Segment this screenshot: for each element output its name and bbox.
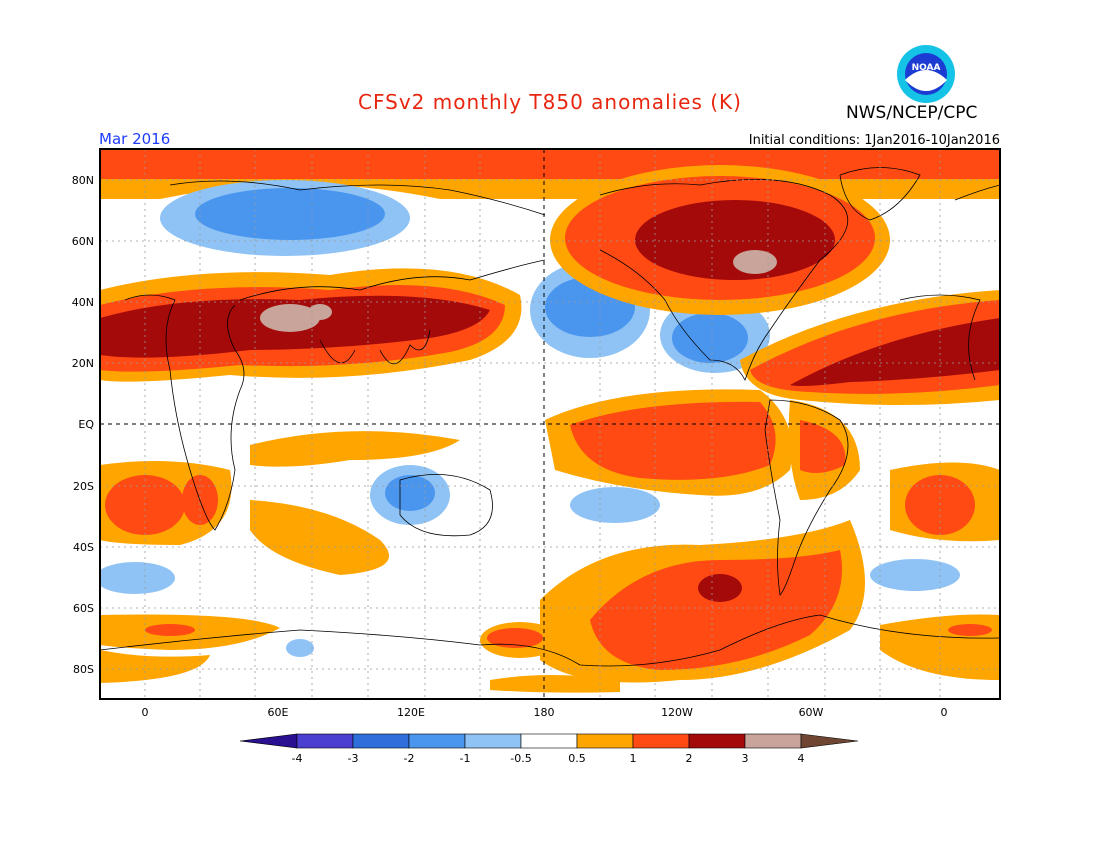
epacific-warm (570, 401, 776, 480)
coast-greenland (839, 167, 921, 221)
spacific-cool-area (570, 487, 660, 523)
lat-label: 80S (73, 663, 94, 676)
colorbar-bin (632, 733, 690, 749)
lat-label: EQ (78, 418, 94, 431)
south-atlantic-cool-left (100, 562, 175, 594)
colorbar-label: 2 (685, 752, 693, 765)
siberia-cold-core (195, 188, 385, 240)
map-frame (99, 148, 1001, 700)
australia-cold-core (385, 475, 435, 511)
lon-label: 0 (141, 706, 149, 719)
lat-label: 80N (71, 174, 94, 187)
colorbar-bin (744, 733, 802, 749)
south-atlantic-cool-right (870, 559, 960, 591)
lat-label: 40N (71, 296, 94, 309)
colorbar-bin (296, 733, 354, 749)
svg-text:NOAA: NOAA (912, 63, 941, 73)
coast-north-asia (169, 180, 546, 216)
initial-conditions-label: Initial conditions: 1Jan2016-10Jan2016 (748, 133, 1000, 148)
colorbar-bin (352, 733, 410, 749)
coast-europe-africa (124, 294, 245, 531)
colorbar-arrow-left (239, 733, 298, 749)
antarctic-bottom-warm (490, 675, 620, 693)
lat-label: 60S (73, 602, 94, 615)
samerica-warm (800, 420, 846, 474)
colorbar-label: 3 (741, 752, 749, 765)
lon-label: 0 (940, 706, 948, 719)
lon-label: 60E (267, 706, 289, 719)
antarctic-warm-bottom-left (100, 650, 210, 683)
colorbar-label: -3 (347, 752, 359, 765)
agency-label: NWS/NCEP/CPC (846, 103, 978, 123)
coast-right-europe (899, 184, 1000, 381)
lat-label: 20N (71, 357, 94, 370)
colorbar-arrow-right (800, 733, 859, 749)
reference-lines (100, 149, 1000, 699)
lon-label: 60W (798, 706, 824, 719)
canada-warm-extreme (733, 250, 777, 274)
lat-label: 20S (73, 480, 94, 493)
lon-label: 120W (661, 706, 693, 719)
tibet-warm-extreme (260, 304, 320, 332)
arctic-strong-band (100, 149, 1000, 179)
colorbar-label: -0.5 (510, 752, 532, 765)
coast-asia (239, 259, 546, 365)
colorbar-label: -1 (459, 752, 471, 765)
coast-antarctica (100, 614, 1000, 667)
lon-label: 120E (397, 706, 425, 719)
colorbar-bin (520, 733, 578, 749)
coast-south-america (764, 399, 849, 596)
colorbar-bin (688, 733, 746, 749)
lon-label: 180 (533, 706, 555, 719)
colorbar-bin (408, 733, 466, 749)
map-title: CFSv2 monthly T850 anomalies (K) (358, 90, 742, 114)
colorbar-label: 4 (797, 752, 805, 765)
antarctic-warm-core-right (948, 624, 992, 636)
coastlines (100, 167, 1000, 667)
colorbar-label: 1 (629, 752, 637, 765)
month-label: Mar 2016 (99, 130, 171, 148)
coast-australia (399, 474, 493, 537)
spacific-warm-strong (698, 574, 742, 602)
indian-warm-strip (250, 431, 460, 467)
atlantic-warm-strong (790, 318, 1000, 386)
ross-sea-warm-core (487, 628, 543, 648)
iran-warm-extreme (308, 304, 332, 320)
coast-north-america (599, 179, 848, 382)
colorbar-bin (576, 733, 634, 749)
anomaly-shading (100, 149, 1000, 693)
graticule (100, 149, 1000, 699)
colorbar (239, 733, 859, 749)
canada-warm-strong (635, 200, 835, 280)
colorbar-label: -4 (291, 752, 303, 765)
lat-label: 60N (71, 235, 94, 248)
us-cold-core (672, 313, 748, 363)
colorbar-label: -2 (403, 752, 415, 765)
colorbar-bin (464, 733, 522, 749)
antarctic-warm-core-left (145, 624, 195, 636)
noaa-logo: NOAA (897, 45, 955, 103)
antarctic-cool-patch (286, 639, 314, 657)
spacific-warm (590, 550, 842, 670)
lat-label: 40S (73, 541, 94, 554)
colorbar-label: 0.5 (568, 752, 586, 765)
sindian-warm (250, 500, 389, 575)
